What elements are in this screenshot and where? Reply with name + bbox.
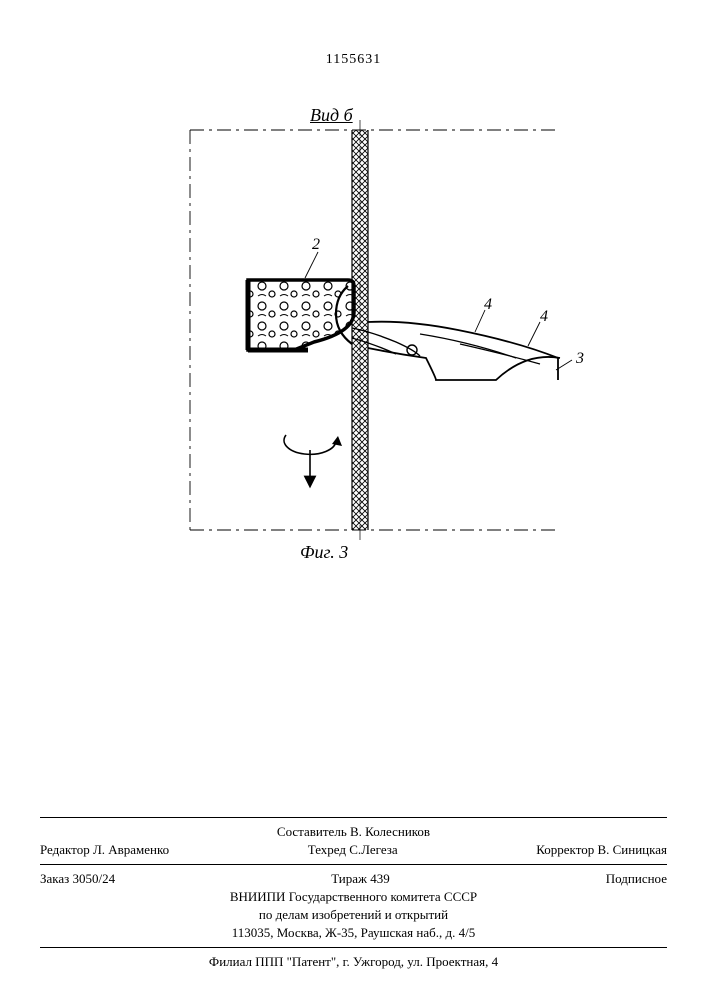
footer-tirage: Тираж 439 <box>331 871 390 887</box>
doc-number: 1155631 <box>326 52 381 68</box>
label-2: 2 <box>312 236 320 254</box>
footer-techred: Техред С.Легеза <box>308 842 398 858</box>
label-4b: 4 <box>540 308 548 326</box>
footer-corrector: Корректор В. Синицкая <box>536 842 667 858</box>
footer-subscription: Подписное <box>606 871 667 887</box>
label-3: 3 <box>576 350 584 368</box>
footer-address1: 113035, Москва, Ж-35, Раушская наб., д. … <box>40 925 667 941</box>
figure-caption: Фиг. 3 <box>300 542 348 563</box>
footer-order: Заказ 3050/24 <box>40 871 115 887</box>
figure-diagram <box>80 100 600 550</box>
footer-editor: Редактор Л. Авраменко <box>40 842 169 858</box>
footer-org2: по делам изобретений и открытий <box>40 907 667 923</box>
footer-compiler: Составитель В. Колесников <box>40 824 667 840</box>
label-4a: 4 <box>484 296 492 314</box>
footer-branch: Филиал ППП "Патент", г. Ужгород, ул. Про… <box>40 954 667 970</box>
footer-org1: ВНИИПИ Государственного комитета СССР <box>40 889 667 905</box>
footer-block: Составитель В. Колесников Редактор Л. Ав… <box>40 811 667 970</box>
